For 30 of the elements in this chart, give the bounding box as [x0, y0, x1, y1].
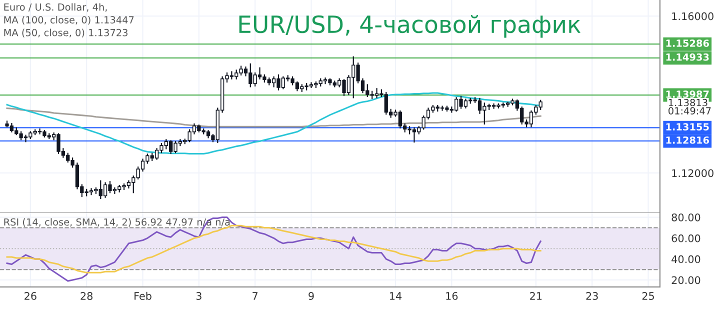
y-tick-label: 40.00 — [672, 255, 700, 264]
line-series — [6, 216, 542, 282]
annotation: Euro / U.S. Dollar, 4h, — [4, 3, 107, 12]
y-tick-label: 60.00 — [672, 234, 700, 242]
x-tick-label: 25 — [642, 292, 654, 300]
ref-line-label: 1.12816 — [666, 136, 709, 144]
y-tick-label: 20.00 — [672, 276, 700, 284]
line-series — [6, 92, 542, 155]
annotation: MA (50, close, 0) 1.13723 — [4, 28, 128, 38]
x-tick-label: 16 — [446, 292, 458, 300]
x-tick-label: Feb — [134, 292, 152, 300]
x-tick-label: 21 — [530, 292, 542, 300]
text: 1.13813 — [668, 98, 708, 106]
x-tick-label: 26 — [24, 292, 36, 300]
x-tick-label: 3 — [196, 292, 202, 300]
ref-line-label: 1.13155 — [666, 123, 709, 130]
ref-line-label: 1.15286 — [666, 40, 709, 47]
text: 01:49:47 — [668, 107, 711, 114]
y-tick-label: 1.12000 — [672, 169, 714, 178]
ref-line-label: 1.14933 — [666, 53, 709, 61]
x-tick-label: 14 — [390, 292, 402, 300]
annotation: MA (100, close, 0) 1.13447 — [4, 16, 134, 25]
x-tick-label: 7 — [252, 292, 258, 300]
text: EUR/USD, 4-часовой график — [239, 15, 581, 38]
y-tick-label: 1.16000 — [672, 12, 714, 20]
x-tick-label: 23 — [586, 292, 598, 300]
ref-line-label: 1.13987 — [666, 90, 709, 98]
x-tick-label: 28 — [80, 292, 93, 300]
x-tick-label: 9 — [308, 292, 314, 300]
y-tick-label: 80.00 — [672, 213, 700, 222]
